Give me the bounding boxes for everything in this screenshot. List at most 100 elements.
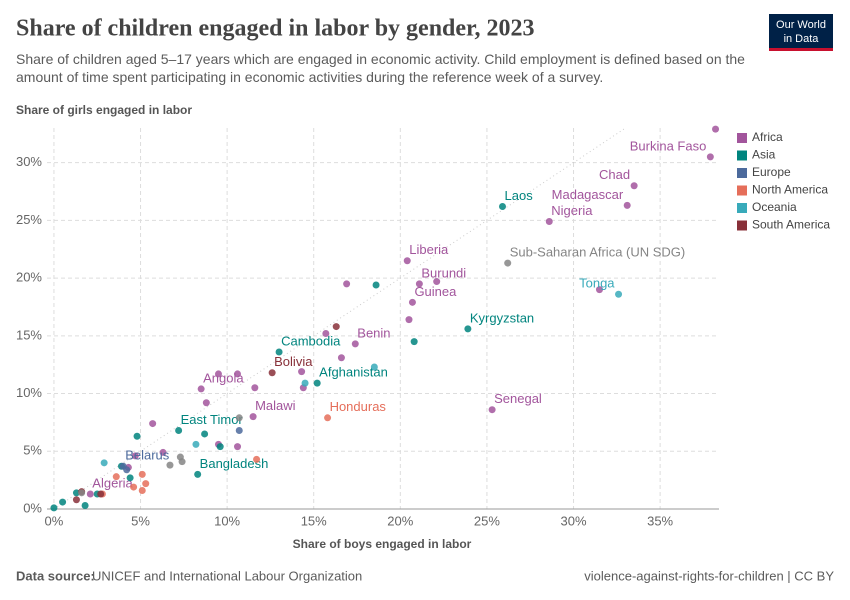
legend-label: Oceania	[752, 200, 797, 214]
chart-title: Share of children engaged in labor by ge…	[16, 16, 535, 42]
point	[214, 370, 222, 378]
legend-swatch	[737, 133, 747, 143]
point	[545, 218, 553, 226]
point	[126, 474, 134, 482]
legend-label: Europe	[752, 165, 791, 179]
point	[201, 430, 209, 438]
point	[488, 406, 496, 414]
point-label: Bangladesh	[200, 456, 269, 471]
y-axis-label: Share of girls engaged in labor	[16, 103, 192, 117]
point	[322, 330, 330, 338]
subtitle-box: Share of children aged 5–17 years which …	[16, 51, 745, 85]
point	[595, 286, 603, 294]
y-tick-label: 30%	[16, 154, 42, 169]
point	[332, 323, 340, 331]
point	[235, 426, 243, 434]
point	[138, 470, 146, 478]
point-label: Chad	[599, 167, 630, 182]
point	[249, 413, 257, 421]
y-tick-label: 5%	[23, 443, 42, 458]
point	[86, 490, 94, 498]
point	[216, 443, 224, 451]
point	[275, 348, 283, 356]
point	[234, 370, 242, 378]
point	[351, 340, 359, 348]
point-label: Guinea	[414, 284, 457, 299]
y-tick-label: 10%	[16, 385, 42, 400]
point	[235, 414, 243, 422]
legend-swatch	[737, 185, 747, 196]
point-label: Afghanistan	[319, 365, 388, 380]
logo[interactable]	[769, 14, 833, 50]
point	[97, 490, 105, 498]
legend-swatch	[737, 150, 747, 161]
point	[138, 487, 146, 495]
point	[59, 498, 67, 506]
point-label: East Timor	[181, 412, 244, 427]
point	[298, 368, 306, 376]
x-axis-label: Share of boys engaged in labor	[293, 537, 472, 551]
legend-label: Asia	[752, 148, 776, 162]
point	[50, 504, 58, 512]
point-label: Laos	[505, 188, 534, 203]
point-label: Senegal	[494, 391, 542, 406]
point	[251, 384, 259, 392]
x-tick-label: 20%	[387, 513, 413, 528]
point	[253, 455, 261, 463]
legend-swatch	[737, 203, 747, 213]
point	[130, 483, 138, 491]
point	[194, 470, 202, 478]
legend-label: North America	[752, 183, 828, 197]
x-tick-label: 5%	[131, 513, 150, 528]
point	[415, 280, 423, 288]
legend-label: Africa	[752, 130, 783, 144]
point-label: Tonga	[579, 276, 615, 291]
point	[123, 466, 131, 474]
point	[433, 278, 441, 286]
point	[370, 363, 378, 371]
point	[343, 280, 351, 288]
point	[410, 338, 418, 346]
point	[72, 496, 80, 504]
logo-text: in Data	[784, 33, 820, 45]
point-label: Burkina Faso	[630, 138, 707, 153]
point	[712, 125, 720, 133]
point	[234, 443, 242, 451]
point	[324, 414, 332, 422]
y-tick-label: 25%	[16, 212, 42, 227]
legend-swatch	[737, 168, 747, 178]
point	[630, 182, 638, 190]
source-label: Data source:	[16, 568, 95, 583]
point-label: Nigeria	[551, 203, 593, 218]
point	[100, 459, 108, 467]
point	[202, 399, 210, 407]
point	[176, 453, 184, 461]
point	[197, 385, 205, 393]
point-label: Bolivia	[274, 354, 313, 369]
point	[313, 379, 321, 387]
point-label: Burundi	[421, 265, 466, 280]
point	[131, 452, 139, 460]
point	[78, 489, 86, 497]
point	[192, 440, 200, 448]
legend-swatch	[737, 220, 747, 231]
x-tick-label: 15%	[301, 513, 327, 528]
logo-bar	[769, 48, 833, 51]
point	[499, 203, 507, 211]
point	[623, 201, 631, 209]
point	[403, 257, 411, 265]
logo-text: Our World	[776, 19, 826, 31]
point	[149, 420, 157, 428]
x-tick-label: 0%	[45, 513, 64, 528]
point	[615, 290, 623, 298]
subtitle: Share of children aged 5–17 years which …	[16, 51, 745, 85]
source: UNICEF and International Labour Organiza…	[92, 568, 362, 583]
point	[133, 432, 141, 440]
point	[142, 480, 150, 488]
point	[81, 502, 89, 510]
point	[706, 153, 714, 161]
point	[175, 426, 183, 434]
point	[464, 325, 472, 333]
